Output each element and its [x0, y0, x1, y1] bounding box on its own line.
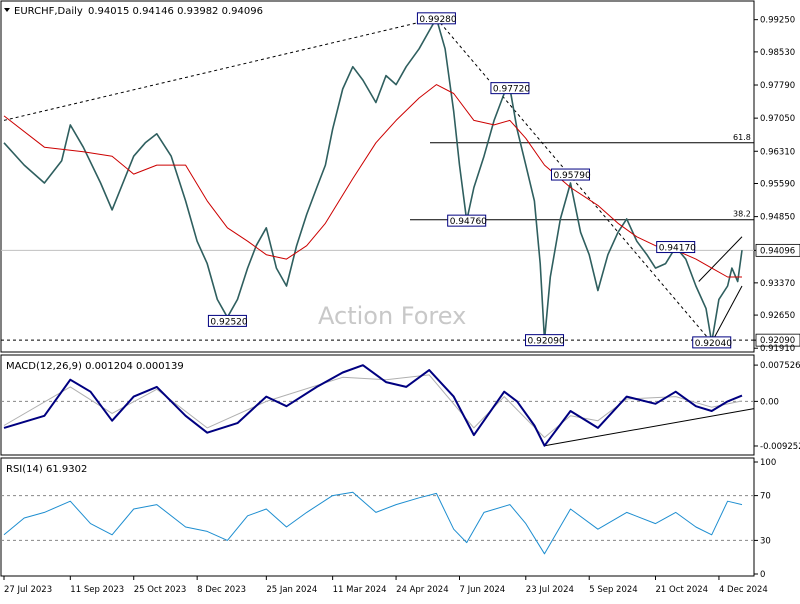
price-y-tick-label: 0.92090 — [760, 336, 795, 346]
rsi-panel-frame — [0, 457, 755, 577]
fib-label-38.2: 38.2 — [733, 210, 751, 219]
x-tick-label: 8 Dec 2023 — [197, 585, 246, 595]
rsi-y-tick-label: 70 — [760, 492, 771, 502]
price-label-box — [416, 12, 456, 25]
price-ohlc-readout: 0.94015 0.94146 0.93982 0.94096 — [88, 6, 263, 17]
x-tick-label: 11 Mar 2024 — [333, 585, 387, 595]
price-label-text: 0.95790 — [553, 171, 590, 181]
price-label-text: 0.92520 — [210, 317, 247, 327]
price-close-line — [3, 17, 743, 344]
macd-y-tick-label: 0.007526 — [760, 361, 800, 371]
x-tick-label: 4 Dec 2024 — [719, 585, 768, 595]
price-label-box — [692, 336, 732, 349]
price-label-text: 0.92040 — [695, 339, 732, 349]
rsi-title: RSI(14) 61.9302 — [6, 464, 87, 475]
axes-layer: 0.99250 0.98530 0.97790 0.97050 0.96310 0.955… — [3, 16, 800, 595]
price-label-box — [550, 168, 590, 181]
price-y-tick-label: 0.93370 — [760, 279, 795, 289]
x-tick-label: 23 Jul 2024 — [526, 585, 574, 595]
rsi-y-tick-label: 30 — [760, 536, 771, 546]
x-tick-label: 11 Sep 2023 — [70, 585, 124, 595]
price-y-tick-label: 0.94096 — [760, 246, 795, 256]
price-trendline — [711, 285, 743, 343]
labels-layer: 61.8 38.2 0.99280 0.97720 0.95790 0.94760 0.94… — [207, 12, 751, 349]
rsi-y-tick-label: 0 — [760, 570, 765, 580]
price-label-box — [207, 314, 247, 327]
macd-y-tick-label: 0.00 — [760, 397, 779, 407]
price-label-text: 0.97720 — [493, 85, 530, 95]
watermark: Action Forex — [318, 302, 466, 330]
price-label-text: 0.94170 — [659, 244, 696, 254]
price-y-tick-label: 0.95590 — [760, 179, 795, 189]
price-label-text: 0.92090 — [528, 337, 565, 347]
macd-main-line — [3, 364, 743, 447]
x-tick-label: 21 Oct 2024 — [656, 585, 709, 595]
price-y-tick-label: 0.96310 — [760, 147, 795, 157]
x-tick-label: 5 Sep 2024 — [589, 585, 637, 595]
price-y-tick-label: 0.98530 — [760, 48, 795, 58]
price-y-tick-label: 0.91910 — [760, 344, 795, 354]
macd-signal-line — [3, 374, 743, 438]
symbol-dropdown-icon[interactable] — [4, 8, 10, 12]
price-trendline — [3, 17, 437, 121]
price-y-tick-label: 0.94850 — [760, 213, 795, 223]
macd-y-tick-label: -0.009252 — [760, 442, 800, 452]
x-tick-label: 25 Jan 2024 — [266, 585, 317, 595]
x-tick-label: 25 Oct 2023 — [134, 585, 187, 595]
price-ma-line — [3, 84, 742, 278]
price-label-text: 0.99280 — [419, 15, 456, 25]
price-label-box — [490, 82, 530, 95]
macd-title: MACD(12,26,9) 0.001204 0.000139 — [6, 361, 184, 372]
macd-panel-frame — [0, 354, 755, 456]
price-y-tick-label: 0.97790 — [760, 81, 795, 91]
price-label-box — [656, 241, 696, 254]
rsi-y-tick-label: 100 — [760, 458, 776, 468]
macd-trendline — [544, 408, 755, 447]
price-trendline — [698, 236, 743, 282]
x-tick-label: 24 Apr 2024 — [396, 585, 449, 595]
price-y-tick-label: 0.92650 — [760, 311, 795, 321]
price-y-tick-box — [755, 333, 800, 347]
price-symbol-title: EURCHF,Daily — [14, 6, 83, 17]
price-label-text: 0.94760 — [450, 217, 487, 227]
x-tick-label: 27 Jul 2023 — [4, 585, 52, 595]
fib-label-61.8: 61.8 — [733, 133, 751, 142]
price-y-tick-label: 0.99250 — [760, 16, 795, 26]
price-label-box — [525, 334, 565, 347]
price-y-tick-box — [755, 243, 800, 257]
series-layer — [3, 17, 743, 555]
price-panel-frame — [0, 0, 755, 353]
price-y-tick-label: 0.97050 — [760, 114, 795, 124]
rsi-line — [3, 491, 743, 555]
price-label-box — [447, 214, 487, 227]
x-tick-label: 7 Jun 2024 — [459, 585, 505, 595]
